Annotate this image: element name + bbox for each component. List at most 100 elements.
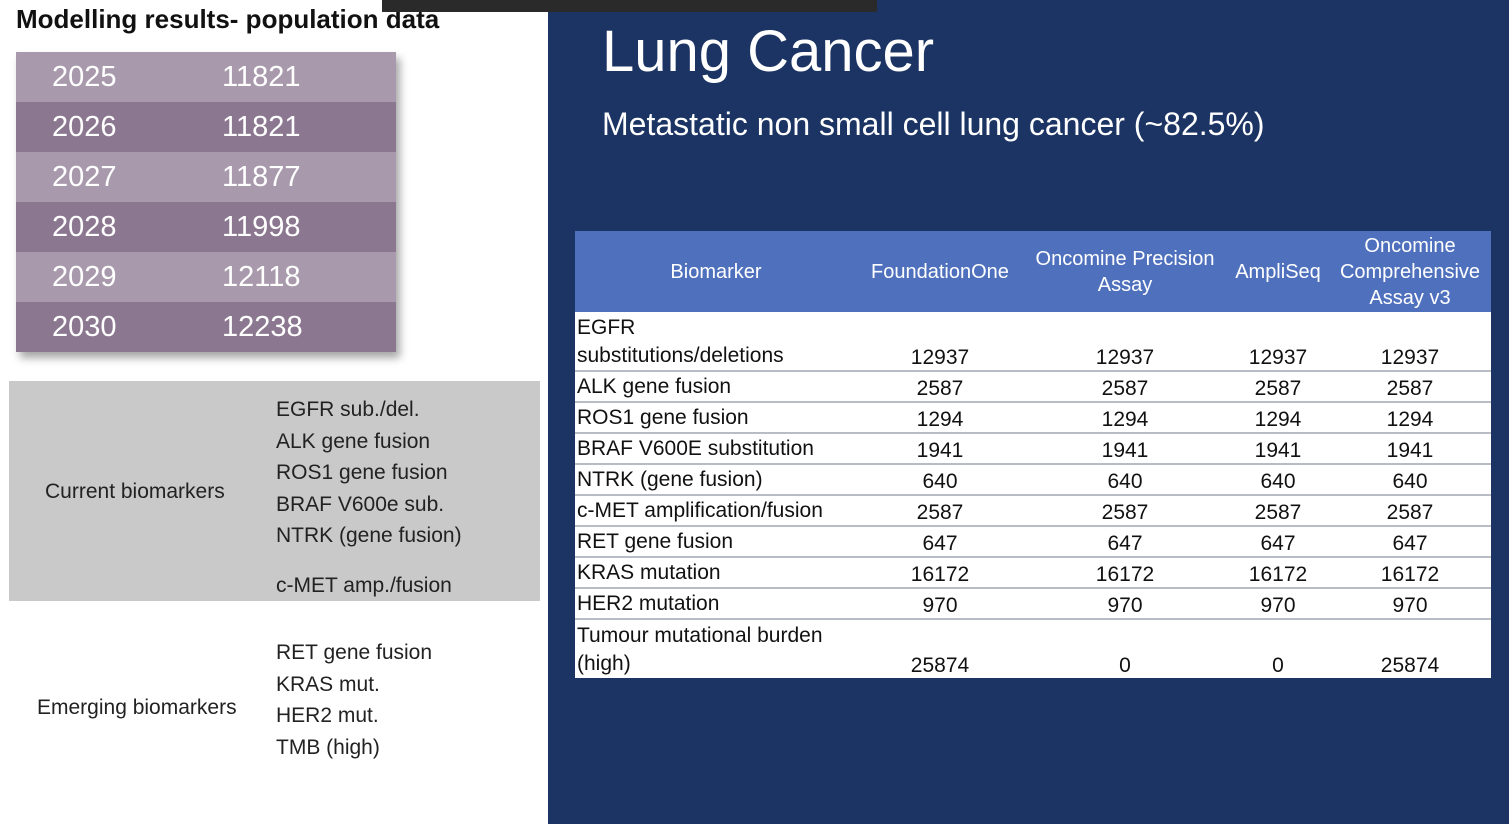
value-cell: 2587 bbox=[1227, 495, 1329, 527]
value-cell: 2587 bbox=[1023, 495, 1227, 527]
table-row: 2026 11821 bbox=[16, 102, 396, 152]
biomarker-name-cell: Tumour mutational burden (high) bbox=[575, 619, 857, 678]
value-cell: 970 bbox=[1227, 588, 1329, 620]
page-title: Modelling results- population data bbox=[16, 4, 440, 34]
year-cell: 2028 bbox=[16, 202, 222, 252]
population-cell: 12238 bbox=[222, 302, 396, 352]
value-cell: 16172 bbox=[857, 557, 1023, 589]
biomarker-name-cell: RET gene fusion bbox=[575, 526, 857, 558]
table-row: HER2 mutation 970 970 970 970 bbox=[575, 588, 1491, 620]
table-row: KRAS mutation 16172 16172 16172 16172 bbox=[575, 557, 1491, 589]
value-cell: 12937 bbox=[1023, 312, 1227, 372]
value-cell: 647 bbox=[1227, 526, 1329, 558]
current-biomarker-extra: c-MET amp./fusion bbox=[276, 574, 452, 597]
table-row: BRAF V600E substitution 1941 1941 1941 1941 bbox=[575, 433, 1491, 465]
column-header: FoundationOne bbox=[857, 231, 1023, 312]
table-row: 2030 12238 bbox=[16, 302, 396, 352]
year-cell: 2025 bbox=[16, 52, 222, 102]
list-item: TMB (high) bbox=[276, 735, 380, 759]
list-item: RET gene fusion bbox=[276, 641, 433, 664]
value-cell: 970 bbox=[1329, 588, 1491, 620]
value-cell: 647 bbox=[1023, 526, 1227, 558]
column-header: AmpliSeq bbox=[1227, 231, 1329, 312]
value-cell: 16172 bbox=[1023, 557, 1227, 589]
biomarker-name-line: ROS1 gene fusion bbox=[577, 406, 749, 429]
population-cell: 11821 bbox=[222, 52, 396, 102]
value-cell: 1294 bbox=[1227, 402, 1329, 434]
year-cell: 2026 bbox=[16, 102, 222, 152]
value-cell: 16172 bbox=[1329, 557, 1491, 589]
value-cell: 1941 bbox=[1023, 433, 1227, 465]
biomarker-name-line: EGFR bbox=[577, 316, 636, 339]
emerging-biomarkers-label: Emerging biomarkers bbox=[37, 696, 237, 719]
value-cell: 1941 bbox=[857, 433, 1023, 465]
biomarker-name-cell: BRAF V600E substitution bbox=[575, 433, 857, 465]
value-cell: 1294 bbox=[857, 402, 1023, 434]
table-row: 2029 12118 bbox=[16, 252, 396, 302]
value-cell: 647 bbox=[857, 526, 1023, 558]
value-cell: 970 bbox=[857, 588, 1023, 620]
value-cell: 0 bbox=[1119, 654, 1131, 677]
slide-subtitle: Metastatic non small cell lung cancer (~… bbox=[602, 106, 1265, 142]
list-item: ROS1 gene fusion bbox=[276, 461, 448, 484]
table-row: 2025 11821 bbox=[16, 52, 396, 102]
biomarker-name-cell: NTRK (gene fusion) bbox=[575, 464, 857, 496]
slide-title: Lung Cancer bbox=[602, 19, 935, 84]
value-cell: 640 bbox=[1329, 464, 1491, 496]
biomarker-name-line: ALK gene fusion bbox=[577, 375, 732, 398]
year-cell: 2030 bbox=[16, 302, 222, 352]
table-row: Tumour mutational burden (high) 25874 0 0 258… bbox=[575, 619, 1491, 678]
table-row: ROS1 gene fusion 1294 1294 1294 1294 bbox=[575, 402, 1491, 434]
biomarker-table: Biomarker FoundationOne Oncomine Precisi… bbox=[575, 231, 1491, 678]
emerging-biomarkers-list: RET gene fusion KRAS mut. HER2 mut. TMB … bbox=[276, 637, 432, 763]
value-cell: 0 bbox=[1272, 654, 1284, 677]
value-cell: 12937 bbox=[857, 312, 1023, 372]
year-cell: 2029 bbox=[16, 252, 222, 302]
list-item: BRAF V600e sub. bbox=[276, 492, 445, 516]
list-item: KRAS mut. bbox=[276, 672, 380, 696]
table-row: RET gene fusion 647 647 647 647 bbox=[575, 526, 1491, 558]
value-cell: 2587 bbox=[1227, 371, 1329, 403]
value-cell: 1941 bbox=[1329, 433, 1491, 465]
table-row: NTRK (gene fusion) 640 640 640 640 bbox=[575, 464, 1491, 496]
list-item: HER2 mut. bbox=[276, 704, 379, 727]
value-cell: 2587 bbox=[1329, 495, 1491, 527]
column-header: Oncomine Precision Assay bbox=[1023, 231, 1227, 312]
biomarker-name-line: NTRK (gene fusion) bbox=[577, 468, 763, 491]
population-cell: 12118 bbox=[222, 252, 396, 302]
value-cell: 647 bbox=[1329, 526, 1491, 558]
biomarker-name-line: c-MET amplification/fusion bbox=[577, 499, 823, 522]
biomarker-name-cell: ALK gene fusion bbox=[575, 371, 857, 403]
value-cell: 12937 bbox=[1329, 312, 1491, 372]
column-header: Oncomine Comprehensive Assay v3 bbox=[1329, 231, 1491, 312]
biomarker-name-cell: c-MET amplification/fusion bbox=[575, 495, 857, 527]
population-cell: 11877 bbox=[222, 152, 396, 202]
column-header: Biomarker bbox=[575, 231, 857, 312]
biomarker-name-line: KRAS mutation bbox=[577, 561, 721, 584]
biomarker-name-cell: ROS1 gene fusion bbox=[575, 402, 857, 434]
current-biomarkers-box bbox=[9, 381, 540, 601]
value-cell: 1294 bbox=[1023, 402, 1227, 434]
left-panel: Modelling results- population data 2025 1… bbox=[0, 0, 548, 824]
value-cell: 2587 bbox=[857, 495, 1023, 527]
value-cell: 2587 bbox=[1023, 371, 1227, 403]
biomarker-name-cell: EGFR substitutions/deletions bbox=[575, 312, 857, 372]
value-cell: 2587 bbox=[857, 371, 1023, 403]
current-biomarkers-list: EGFR sub./del. ALK gene fusion ROS1 gene… bbox=[276, 394, 462, 552]
table-row: 2028 11998 bbox=[16, 202, 396, 252]
current-biomarkers-label: Current biomarkers bbox=[45, 480, 225, 503]
value-cell: 1294 bbox=[1329, 402, 1491, 434]
biomarker-name-line: Tumour mutational burden bbox=[577, 624, 823, 647]
value-cell: 970 bbox=[1023, 588, 1227, 620]
table-row: ALK gene fusion 2587 2587 2587 2587 bbox=[575, 371, 1491, 403]
value-cell: 1941 bbox=[1227, 433, 1329, 465]
table-row: c-MET amplification/fusion 2587 2587 2587 25… bbox=[575, 495, 1491, 527]
biomarker-name-line: BRAF V600E substitution bbox=[577, 437, 814, 460]
value-cell: 2587 bbox=[1329, 371, 1491, 403]
value-cell: 25874 bbox=[910, 654, 970, 677]
table-row: 2027 11877 bbox=[16, 152, 396, 202]
biomarker-name-line: substitutions/deletions bbox=[577, 344, 784, 367]
biomarker-name-cell: KRAS mutation bbox=[575, 557, 857, 589]
list-item: ALK gene fusion bbox=[276, 429, 431, 453]
table-row: EGFR substitutions/deletions 12937 12937 129… bbox=[575, 312, 1491, 372]
